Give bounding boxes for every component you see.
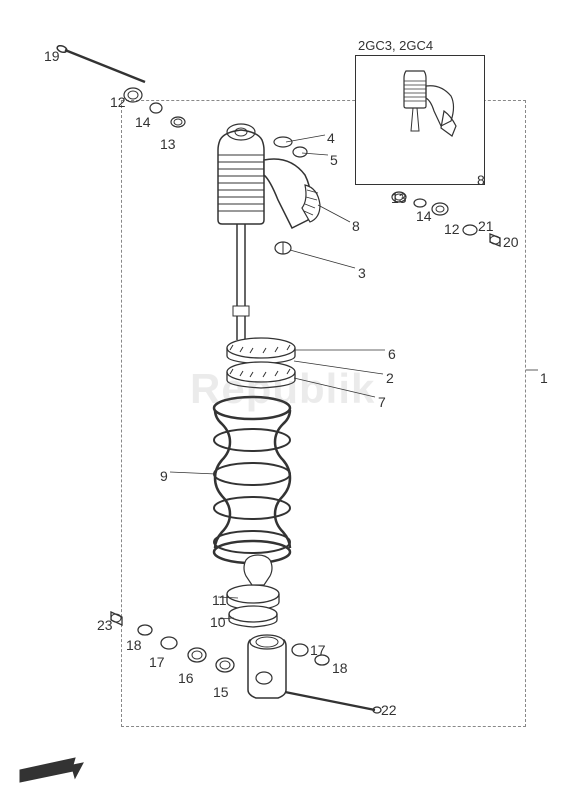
part-ref-13: 13 [160,136,176,152]
part-ref-7: 7 [378,394,386,410]
part-ref-15: 15 [213,684,229,700]
part-ref-17: 17 [149,654,165,670]
part-ref-8b: 8 [477,172,485,188]
part-ref-13b: 13 [391,190,407,206]
part-ref-12b: 12 [444,221,460,237]
part-ref-22: 22 [381,702,397,718]
part-ref-9: 9 [160,468,168,484]
part-ref-17b: 17 [310,642,326,658]
part-ref-21: 21 [478,218,494,234]
part-ref-5: 5 [330,152,338,168]
main-drawing [0,0,580,800]
part-ref-2: 2 [386,370,394,386]
part-ref-10: 10 [210,614,226,630]
part-ref-8: 8 [352,218,360,234]
part-ref-3: 3 [358,265,366,281]
part-ref-14b: 14 [416,208,432,224]
part-ref-18b: 18 [332,660,348,676]
direction-arrow-icon [15,750,85,790]
part-ref-20: 20 [503,234,519,250]
part-ref-4: 4 [327,130,335,146]
part-ref-6: 6 [388,346,396,362]
part-ref-11: 11 [212,592,227,608]
part-ref-14: 14 [135,114,151,130]
part-ref-23: 23 [97,617,113,633]
part-ref-12: 12 [110,94,126,110]
diagram-container: 2GC3, 2GC4 [0,0,580,800]
part-ref-1: 1 [540,370,548,386]
part-ref-18: 18 [126,637,142,653]
part-ref-19: 19 [44,48,60,64]
part-ref-16: 16 [178,670,194,686]
